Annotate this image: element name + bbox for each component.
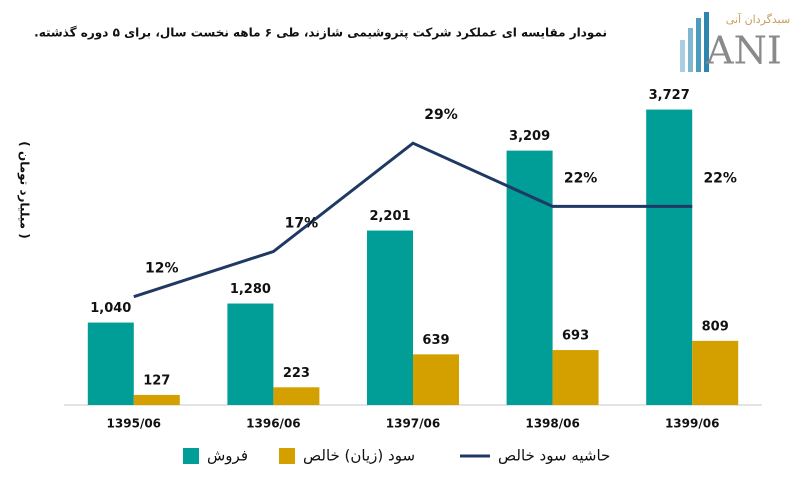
legend-label: فروش [207,447,248,465]
bar [273,387,320,405]
x-tick-label: 1398/06 [525,417,579,431]
bar [552,350,599,405]
bar [367,230,413,405]
line-value-label: 29% [424,107,458,123]
bar-value-label: 1,040 [90,301,131,316]
bar [87,322,134,405]
legend-label: سود (زیان) خالص [303,447,415,465]
bar [692,340,739,405]
legend-label: حاشیه سود خالص [498,447,610,465]
bar [646,109,693,405]
x-tick-label: 1397/06 [386,417,440,431]
line [133,141,693,299]
x-tick-label: 1395/06 [107,417,161,431]
bar-value-label: 223 [283,366,310,381]
bar-value-label: 809 [702,319,729,334]
x-tick-label: 1396/06 [246,417,300,431]
bar [227,303,274,405]
line-value-label: 22% [564,170,598,186]
bar [506,150,553,405]
x-tick-label: 1399/06 [665,417,719,431]
bar [413,354,459,405]
bar-value-label: 693 [562,329,589,344]
bar [133,394,180,405]
logo-name: سبدگردان آنی [726,12,790,26]
legend-symbol [279,448,295,464]
line-value-label: 22% [703,170,737,186]
logo-mark: ANI [705,29,782,73]
legend-symbol [183,448,199,464]
y-axis-label: ( میلیارد تومان ) [17,141,32,238]
bar-value-label: 3,209 [509,129,550,144]
line-value-label: 12% [145,261,179,277]
bar-value-label: 1,280 [230,282,271,297]
line-value-label: 17% [285,216,319,232]
logo-bars [680,12,709,72]
bar-value-label: 639 [422,333,449,348]
bar-value-label: 127 [143,373,170,388]
bar-value-label: 2,201 [369,209,410,224]
bar-value-label: 3,727 [649,88,690,103]
chart-title: نمودار مقایسه ای عملکرد شرکت پتروشیمی شا… [34,26,607,41]
